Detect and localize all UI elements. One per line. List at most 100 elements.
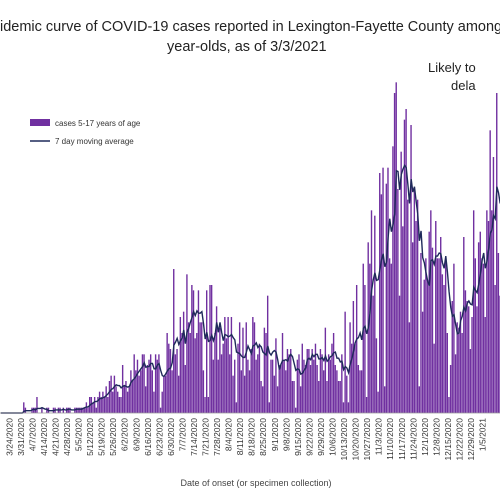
- bar: [173, 269, 175, 413]
- bar: [270, 359, 272, 413]
- x-tick-label: 5/12/2020: [85, 418, 95, 456]
- x-tick-label: 12/29/2020: [466, 418, 476, 461]
- bar: [481, 258, 483, 413]
- bar: [255, 359, 257, 413]
- bar: [382, 167, 384, 413]
- bar: [459, 311, 462, 413]
- bar: [491, 210, 493, 413]
- bar: [407, 199, 409, 413]
- bar: [446, 333, 449, 413]
- bar: [374, 215, 376, 413]
- bar: [316, 365, 318, 413]
- x-tick-label: 6/16/2020: [143, 418, 153, 456]
- bar: [451, 301, 453, 413]
- bar: [435, 221, 437, 413]
- bar: [125, 381, 127, 413]
- bar: [448, 397, 450, 413]
- bar: [105, 386, 107, 413]
- bar: [174, 354, 177, 413]
- bar: [377, 391, 379, 413]
- bar: [113, 375, 116, 413]
- legend: cases 5-17 years of age 7 day moving ave…: [30, 119, 141, 146]
- moving-average-line: [0, 163, 500, 414]
- bar: [77, 407, 79, 413]
- bar: [311, 349, 313, 413]
- bar: [375, 338, 378, 413]
- bar: [143, 354, 145, 413]
- bar: [131, 381, 134, 413]
- x-tick-label: 9/29/2020: [316, 418, 326, 456]
- bar: [306, 349, 308, 413]
- bar: [247, 359, 249, 413]
- bar: [392, 146, 394, 413]
- bar: [266, 295, 269, 413]
- legend-label-bars: cases 5-17 years of age: [55, 119, 141, 128]
- bar: [393, 93, 396, 413]
- x-tick-label: 11/24/2020: [408, 418, 418, 460]
- bar: [102, 391, 104, 413]
- bar: [454, 354, 457, 413]
- x-tick-label: 10/6/2020: [328, 418, 338, 456]
- x-tick-label: 12/22/2020: [455, 418, 465, 461]
- bar: [331, 343, 333, 413]
- bar: [291, 381, 294, 413]
- bar: [430, 210, 432, 413]
- bar: [67, 407, 69, 413]
- bar: [237, 343, 239, 413]
- bar: [107, 397, 109, 413]
- bar: [194, 338, 196, 413]
- bar: [421, 311, 424, 413]
- bar: [471, 317, 473, 413]
- bar: [84, 407, 86, 413]
- bar: [420, 253, 422, 413]
- bar: [206, 290, 208, 413]
- bar: [95, 407, 97, 413]
- bar: [36, 397, 38, 413]
- bar: [433, 343, 435, 413]
- bar: [412, 242, 414, 413]
- bar: [357, 365, 360, 413]
- x-tick-label: 7/21/2020: [201, 418, 211, 456]
- x-tick-label: 9/8/2020: [281, 418, 291, 451]
- bar: [248, 370, 251, 413]
- bar: [347, 402, 350, 413]
- bar: [385, 183, 388, 413]
- bar: [118, 397, 121, 413]
- bar: [278, 365, 280, 413]
- chart-title-line2: year-olds, as of 3/3/2021: [167, 39, 327, 55]
- bar: [496, 93, 498, 413]
- bar: [461, 333, 463, 413]
- bar: [487, 221, 490, 413]
- bar: [100, 397, 102, 413]
- bar-series: [23, 82, 500, 414]
- legend-swatch-bars: [30, 119, 50, 126]
- x-tick-label: 11/17/2020: [397, 418, 407, 460]
- bar: [240, 370, 243, 413]
- bar: [181, 333, 183, 413]
- bar: [472, 210, 475, 413]
- annotation-line2: dela: [451, 78, 476, 93]
- x-tick-label: 4/7/2020: [27, 418, 37, 451]
- bar: [151, 370, 154, 413]
- bar: [212, 359, 214, 413]
- x-tick-label: 9/1/2020: [270, 418, 280, 451]
- bar: [425, 258, 427, 413]
- bar: [138, 375, 140, 413]
- bar: [458, 327, 460, 413]
- bar: [482, 263, 485, 413]
- bar: [290, 349, 292, 413]
- bar: [355, 285, 358, 413]
- bar: [352, 301, 355, 413]
- bar: [145, 386, 147, 413]
- bar: [227, 317, 229, 413]
- bar: [257, 354, 259, 413]
- bar: [179, 317, 182, 413]
- x-tick-label: 10/20/2020: [351, 418, 361, 461]
- bar: [329, 359, 331, 413]
- bar: [263, 327, 266, 413]
- bar: [214, 333, 216, 413]
- bar: [326, 381, 328, 413]
- bar: [324, 327, 327, 413]
- bar: [177, 375, 180, 413]
- bar: [154, 354, 157, 413]
